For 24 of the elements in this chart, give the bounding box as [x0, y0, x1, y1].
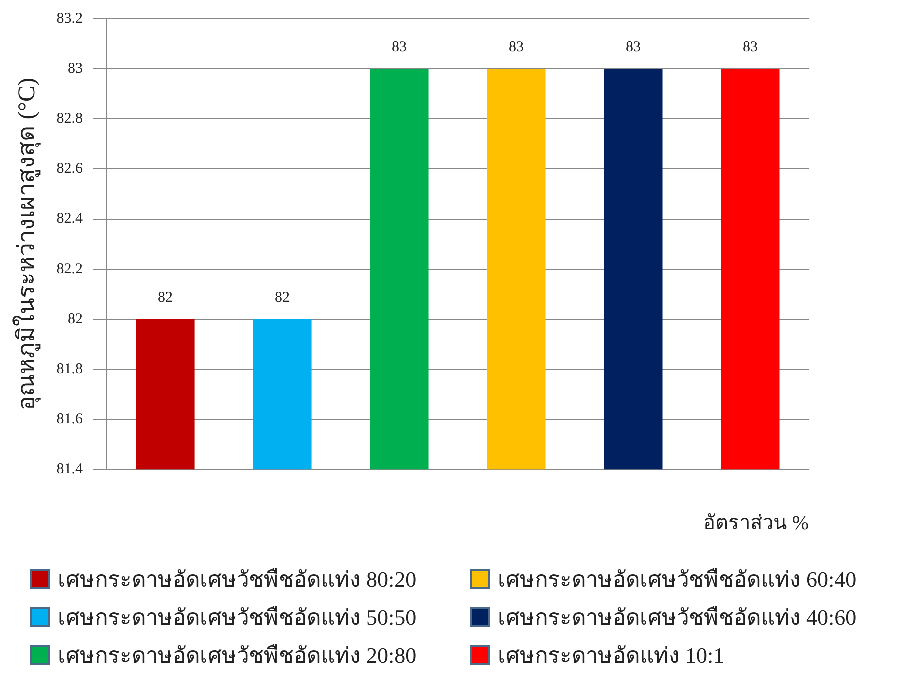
legend-label: เศษกระดาษอัดเศษวัชพืชอัดแท่ง 80:20: [58, 566, 417, 594]
y-tick-label: 82.8: [56, 111, 84, 128]
y-axis-title: อุณหภูมิในระหว่างเผาสูงสุด (°C): [12, 78, 42, 411]
x-axis-title: อัตราส่วน %: [703, 512, 809, 534]
data-label: 83: [626, 40, 642, 56]
y-tick-label: 81.8: [56, 361, 84, 378]
legend-label: เศษกระดาษอัดเศษวัชพืชอัดแท่ง 20:80: [58, 642, 417, 670]
legend-label: เศษกระดาษอัดเศษวัชพืชอัดแท่ง 60:40: [498, 566, 857, 594]
data-label: 83: [392, 40, 408, 56]
y-tick-label: 83.2: [56, 10, 84, 27]
legend-label: เศษกระดาษอัดเศษวัชพืชอัดแท่ง 50:50: [58, 604, 417, 632]
data-label: 83: [509, 40, 524, 56]
legend-label: เศษกระดาษอัดเศษวัชพืชอัดแท่ง 40:60: [498, 604, 857, 632]
y-tick-label: 81.6: [56, 411, 84, 428]
y-tick-label: 82.4: [56, 211, 84, 228]
y-tick-label: 82.2: [56, 261, 84, 278]
y-tick-label: 82.6: [56, 161, 84, 178]
y-tick-label: 83: [68, 61, 84, 78]
y-tick-label: 82: [68, 311, 84, 328]
legend-label: เศษกระดาษอัดแท่ง 10:1: [498, 642, 725, 670]
y-tick-label: 81.4: [56, 462, 84, 478]
data-label: 82: [158, 290, 174, 306]
data-label: 83: [743, 40, 758, 56]
data-label: 82: [275, 290, 290, 306]
